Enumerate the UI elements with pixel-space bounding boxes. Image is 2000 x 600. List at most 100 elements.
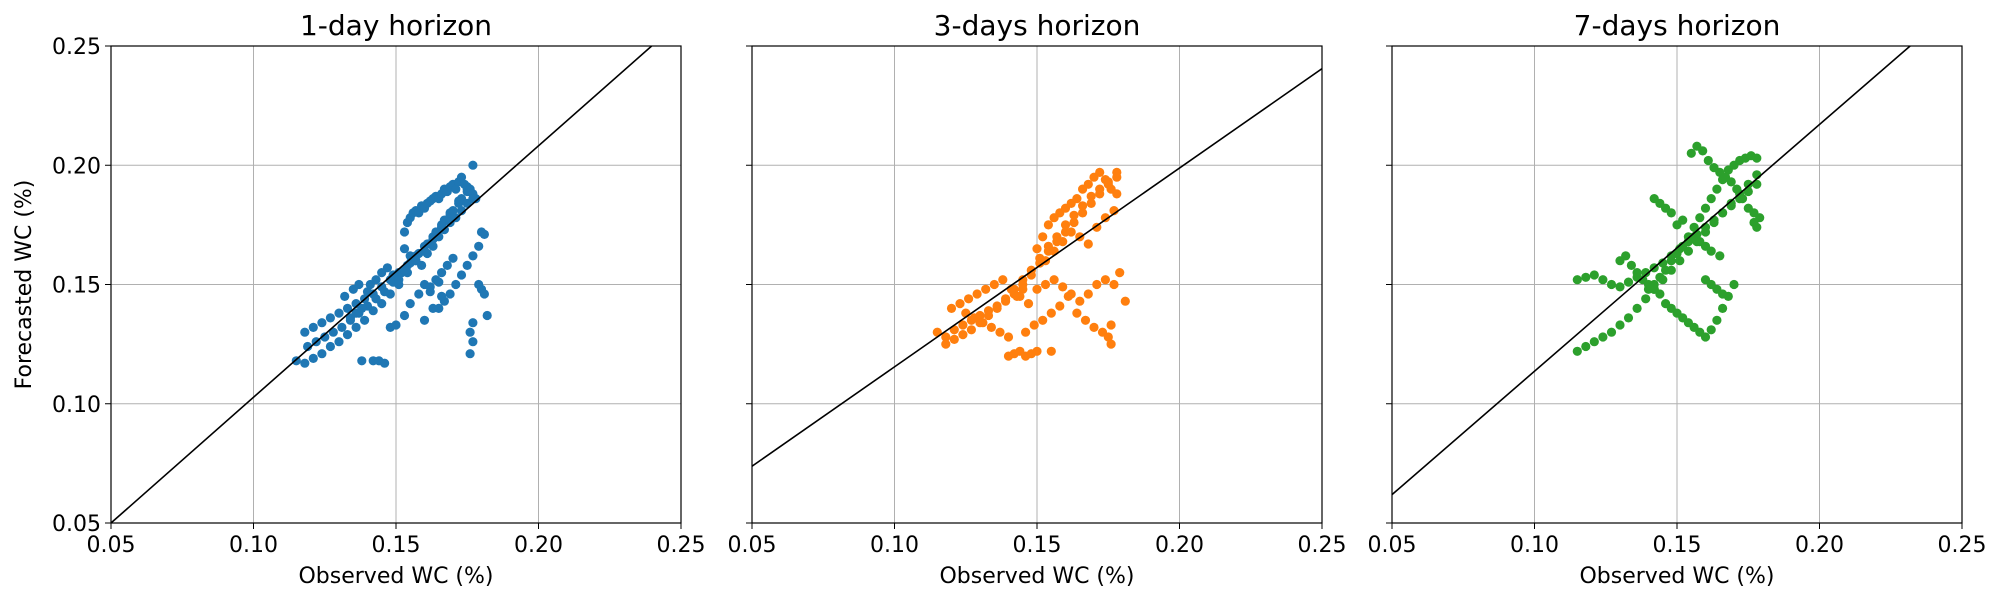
data-point	[1120, 296, 1130, 306]
data-point	[1112, 189, 1122, 199]
data-point	[1058, 282, 1068, 292]
data-point	[1018, 284, 1028, 294]
data-point	[1689, 222, 1699, 232]
data-point	[964, 294, 974, 304]
data-point	[1100, 275, 1110, 285]
data-point	[325, 341, 335, 352]
y-tick-label: 0.15	[52, 274, 101, 299]
data-point	[1063, 291, 1073, 301]
data-point	[1606, 279, 1617, 290]
data-point	[1083, 179, 1093, 189]
data-point	[1058, 237, 1068, 247]
data-point	[1626, 260, 1636, 270]
data-point	[1032, 346, 1042, 356]
x-tick-label: 0.20	[1155, 533, 1204, 558]
data-point	[451, 279, 461, 290]
data-point	[456, 206, 467, 216]
data-point	[1729, 279, 1739, 290]
data-point	[941, 332, 951, 342]
data-point	[479, 229, 489, 239]
plot-frame	[751, 45, 1323, 524]
data-point	[1100, 175, 1110, 185]
data-point	[1641, 268, 1651, 278]
data-point	[1075, 296, 1085, 306]
data-point	[1106, 320, 1116, 330]
data-point	[462, 260, 472, 270]
data-point	[1655, 289, 1665, 299]
data-point	[474, 241, 484, 251]
chart-title: 7-days horizon	[1574, 9, 1781, 42]
data-point	[1598, 332, 1608, 342]
data-point	[1078, 201, 1088, 211]
data-point	[303, 341, 313, 352]
data-point	[1695, 213, 1705, 223]
data-point	[989, 279, 999, 290]
data-point	[1649, 194, 1659, 204]
data-point	[1095, 184, 1105, 194]
data-point	[1015, 291, 1025, 301]
data-point	[442, 260, 452, 270]
data-point	[1115, 268, 1125, 278]
x-tick-label: 0.05	[87, 533, 136, 558]
data-point	[1018, 275, 1028, 285]
data-point	[465, 349, 475, 359]
data-point	[360, 315, 370, 325]
data-point	[992, 303, 1002, 313]
data-point	[414, 289, 424, 299]
y-axis-label: Forecasted WC (%)	[12, 180, 37, 390]
data-point	[1049, 246, 1059, 256]
data-point	[955, 299, 965, 309]
data-point	[1661, 265, 1671, 275]
data-point	[972, 289, 982, 299]
data-point	[1698, 146, 1708, 156]
data-point	[1072, 194, 1082, 204]
data-point	[300, 327, 310, 337]
data-point	[1712, 184, 1722, 194]
data-point	[1706, 194, 1716, 204]
data-point	[1606, 327, 1617, 337]
data-point	[437, 291, 447, 301]
data-point	[1100, 213, 1110, 223]
data-point	[479, 289, 489, 299]
data-point	[1083, 289, 1093, 299]
data-point	[1700, 203, 1711, 213]
data-point	[1080, 315, 1091, 325]
data-point	[399, 227, 410, 237]
x-tick-label: 0.20	[1795, 533, 1844, 558]
data-point	[1023, 299, 1034, 309]
data-point	[317, 318, 327, 328]
data-point	[337, 322, 347, 332]
data-point	[1109, 279, 1119, 290]
data-point	[1040, 279, 1051, 290]
x-axis-label: Observed WC (%)	[939, 564, 1134, 589]
data-point	[320, 332, 330, 342]
data-point	[1623, 313, 1634, 323]
fit-line	[752, 68, 1322, 467]
data-point	[371, 294, 381, 304]
plot-frame	[110, 45, 682, 524]
data-point	[1703, 155, 1713, 166]
data-point	[1700, 332, 1711, 342]
x-tick-label: 0.25	[657, 533, 706, 558]
data-point	[437, 268, 447, 278]
x-tick-label: 0.15	[372, 533, 421, 558]
data-point	[399, 310, 410, 321]
data-point	[1106, 339, 1116, 349]
data-point	[451, 184, 461, 194]
data-point	[1038, 232, 1048, 242]
data-point	[1743, 186, 1753, 197]
data-point	[1666, 256, 1676, 266]
data-point	[425, 282, 435, 292]
data-point	[1718, 303, 1728, 313]
data-point	[995, 327, 1005, 337]
data-point	[1752, 153, 1762, 163]
chart-title: 3-days horizon	[934, 9, 1141, 42]
data-point	[1726, 201, 1736, 211]
x-tick-label: 0.05	[1368, 533, 1417, 558]
plot-panel-3: 0.05 0.10 0.15 0.20 0.25 7-days horizon Observ…	[1368, 9, 1987, 589]
data-point	[978, 318, 988, 328]
data-point	[399, 265, 410, 275]
data-point	[1021, 327, 1031, 337]
data-point	[1572, 275, 1582, 285]
data-point	[1103, 332, 1113, 342]
